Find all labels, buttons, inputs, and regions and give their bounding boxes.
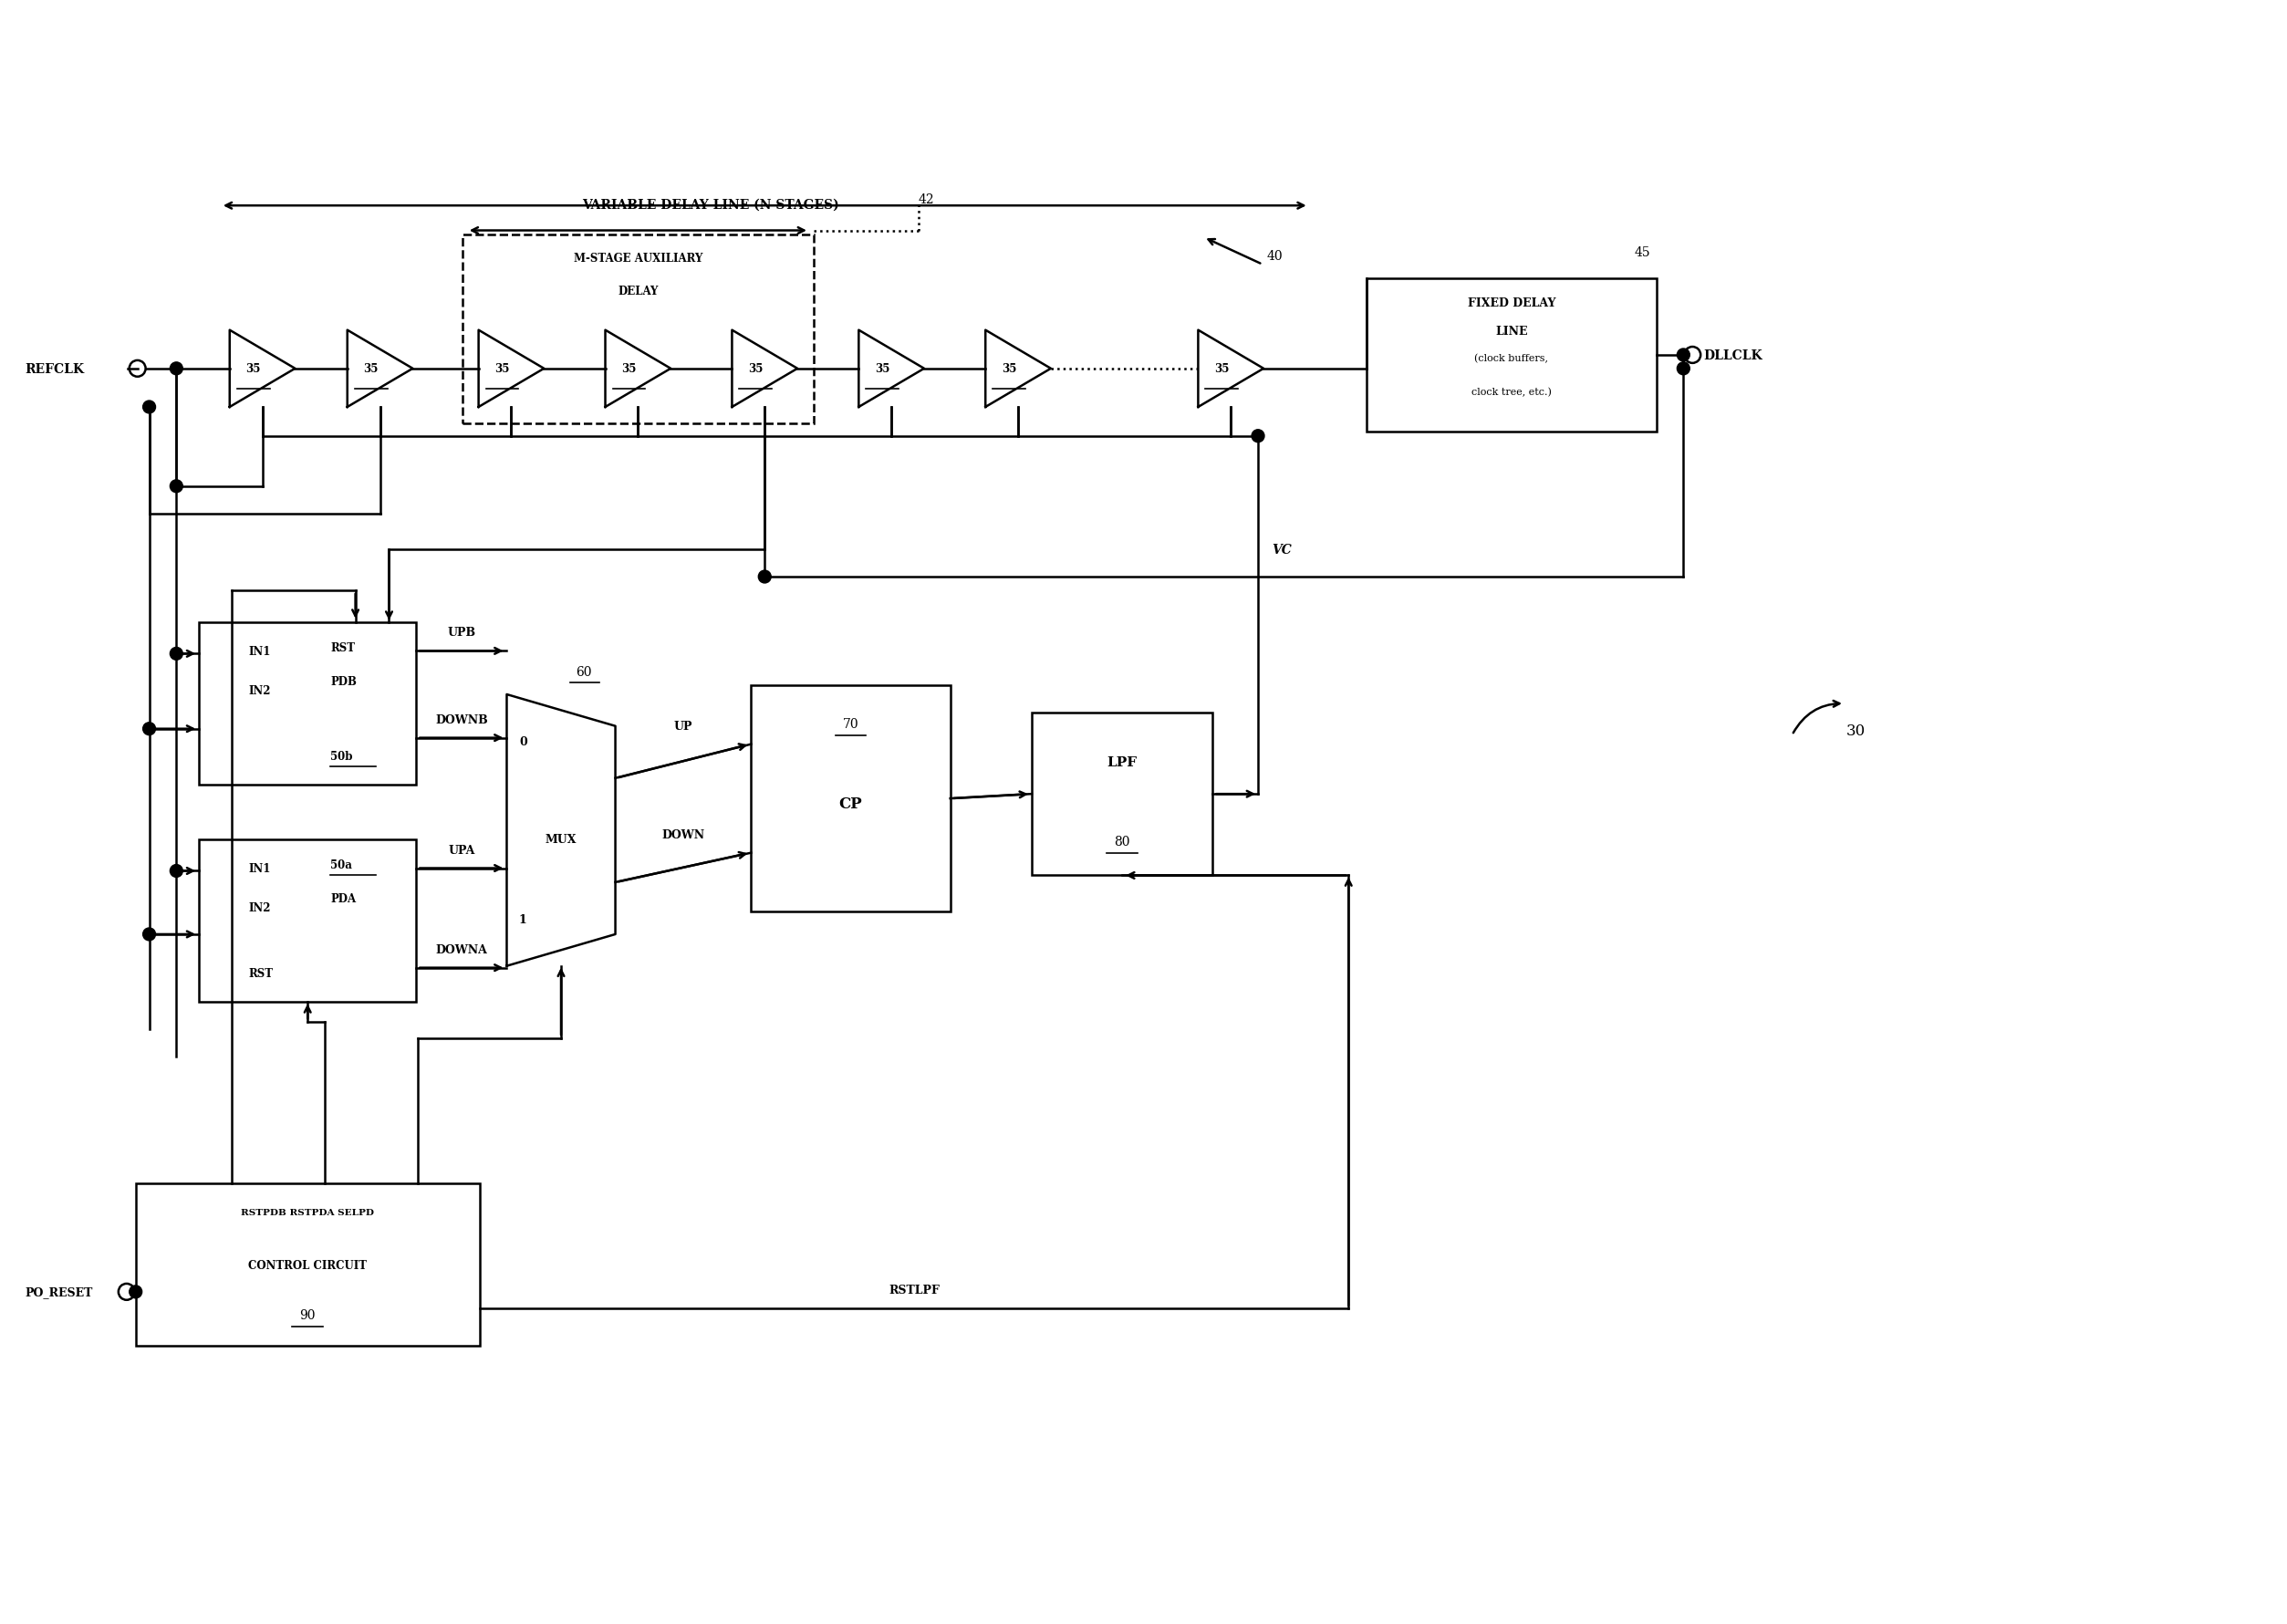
Text: VARIABLE DELAY LINE (N STAGES): VARIABLE DELAY LINE (N STAGES) <box>581 198 839 211</box>
Text: LINE: LINE <box>1496 325 1528 338</box>
Text: LPF: LPF <box>1107 757 1137 770</box>
Bar <box>199 622 416 786</box>
Text: CONTROL CIRCUIT: CONTROL CIRCUIT <box>249 1259 366 1270</box>
Circle shape <box>142 929 156 940</box>
Text: RST: RST <box>329 641 354 654</box>
Bar <box>1368 279 1656 432</box>
Text: 80: 80 <box>1114 835 1130 848</box>
Circle shape <box>1676 362 1690 375</box>
Text: DOWN: DOWN <box>661 828 704 841</box>
Text: 35: 35 <box>876 364 890 375</box>
Text: IN1: IN1 <box>249 645 272 658</box>
Text: IN1: IN1 <box>249 862 272 874</box>
Text: 35: 35 <box>364 364 377 375</box>
Circle shape <box>169 481 183 494</box>
Text: 50b: 50b <box>329 750 352 762</box>
Text: RST: RST <box>249 968 274 979</box>
Bar <box>135 1184 480 1346</box>
Circle shape <box>169 362 183 375</box>
Text: DLLCLK: DLLCLK <box>1704 349 1763 362</box>
Bar <box>199 840 416 1002</box>
Text: 1: 1 <box>519 913 526 926</box>
Circle shape <box>1676 349 1690 362</box>
Text: DOWNA: DOWNA <box>435 944 487 955</box>
Bar <box>750 685 951 913</box>
Text: 35: 35 <box>1002 364 1015 375</box>
Circle shape <box>169 866 183 877</box>
Text: UPB: UPB <box>448 627 476 638</box>
Circle shape <box>169 648 183 661</box>
Text: IN2: IN2 <box>249 901 272 913</box>
Text: 60: 60 <box>576 666 592 679</box>
Text: 35: 35 <box>748 364 764 375</box>
Text: 35: 35 <box>245 364 261 375</box>
Text: DELAY: DELAY <box>617 286 659 297</box>
Circle shape <box>130 1286 142 1298</box>
Text: RSTLPF: RSTLPF <box>890 1283 940 1296</box>
Text: RSTPDB RSTPDA SELPD: RSTPDB RSTPDA SELPD <box>240 1208 375 1216</box>
Text: FIXED DELAY: FIXED DELAY <box>1468 297 1555 309</box>
Text: VC: VC <box>1272 544 1292 557</box>
Text: PO_RESET: PO_RESET <box>25 1286 94 1298</box>
Text: CP: CP <box>839 796 862 810</box>
Text: (clock buffers,: (clock buffers, <box>1475 354 1548 364</box>
Text: 0: 0 <box>519 736 526 747</box>
Text: 35: 35 <box>622 364 636 375</box>
Text: REFCLK: REFCLK <box>25 362 85 375</box>
Text: 70: 70 <box>842 718 858 731</box>
Text: 90: 90 <box>300 1309 316 1320</box>
Circle shape <box>759 572 771 583</box>
Circle shape <box>142 401 156 414</box>
Text: 30: 30 <box>1846 723 1866 739</box>
Text: DOWNB: DOWNB <box>435 713 487 726</box>
Text: 45: 45 <box>1635 245 1651 258</box>
Text: 40: 40 <box>1267 250 1283 263</box>
Text: 42: 42 <box>919 193 935 206</box>
Circle shape <box>142 723 156 736</box>
Text: MUX: MUX <box>544 833 576 846</box>
Text: 35: 35 <box>494 364 510 375</box>
Bar <box>462 235 814 424</box>
Text: PDB: PDB <box>329 676 357 687</box>
Text: IN2: IN2 <box>249 684 272 697</box>
Text: UPA: UPA <box>448 844 476 856</box>
Text: M-STAGE AUXILIARY: M-STAGE AUXILIARY <box>574 252 702 265</box>
Text: PDA: PDA <box>329 893 357 905</box>
Circle shape <box>1251 430 1265 443</box>
Text: UP: UP <box>675 719 693 732</box>
Text: 50a: 50a <box>329 859 352 870</box>
Text: 35: 35 <box>1214 364 1230 375</box>
Bar <box>1031 713 1212 875</box>
Text: clock tree, etc.): clock tree, etc.) <box>1471 387 1551 396</box>
